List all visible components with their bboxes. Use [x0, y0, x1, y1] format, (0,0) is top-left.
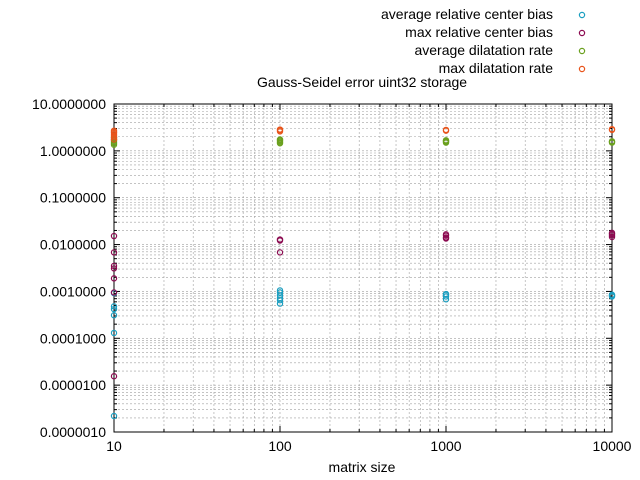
data-point [110, 127, 118, 134]
data-point [276, 236, 284, 243]
grid [114, 104, 612, 432]
data-point [608, 229, 616, 237]
y-tick-label: 0.0001000 [40, 330, 106, 346]
data-point [276, 126, 284, 133]
y-tick-label: 0.0100000 [40, 237, 106, 253]
data-point [110, 289, 118, 296]
legend: average relative center bias max relative… [381, 6, 586, 76]
x-tick-label: 10 [106, 438, 122, 454]
chart-title: Gauss-Seidel error uint32 storage [257, 74, 467, 90]
legend-label: average relative center bias [381, 6, 553, 22]
legend-label: average dilatation rate [414, 42, 553, 58]
y-tick-label: 0.0000010 [40, 424, 106, 440]
data-point [442, 126, 450, 134]
data-point [442, 137, 450, 144]
data-point [110, 373, 118, 380]
x-tick-label: 1000 [430, 438, 461, 454]
y-tick-label: 0.0010000 [40, 283, 106, 299]
data-point [442, 231, 450, 238]
data-point [276, 249, 284, 256]
data-points [110, 125, 616, 420]
legend-marker [578, 29, 586, 37]
data-point [442, 290, 450, 298]
data-point [110, 412, 118, 420]
y-tick-label: 10.0000000 [32, 96, 106, 112]
data-point [110, 303, 118, 310]
data-point [110, 249, 118, 256]
x-tick-label: 100 [268, 438, 292, 454]
legend-marker [578, 47, 586, 55]
x-axis-label: matrix size [329, 459, 396, 475]
y-tick-label: 0.1000000 [40, 190, 106, 206]
data-point [110, 232, 118, 240]
data-point [608, 138, 616, 145]
data-point [276, 287, 284, 294]
data-point [110, 329, 118, 337]
data-point [110, 312, 118, 319]
data-point [608, 291, 616, 298]
data-point [608, 125, 616, 133]
data-point [110, 265, 118, 272]
data-point [276, 289, 284, 296]
legend-label: max relative center bias [405, 24, 553, 40]
y-tick-label: 1.0000000 [40, 143, 106, 159]
data-point [110, 275, 118, 282]
data-point [110, 305, 118, 313]
axis-ticks: 10 100 1000 10000 0.0000010 0.0000100 0.000100… [32, 96, 632, 454]
legend-label: max dilatation rate [439, 60, 554, 76]
y-tick-label: 0.0000100 [40, 377, 106, 393]
data-point [276, 136, 284, 143]
legend-marker [578, 11, 586, 19]
data-point [110, 262, 118, 270]
x-tick-label: 10000 [593, 438, 632, 454]
legend-marker [578, 65, 586, 73]
